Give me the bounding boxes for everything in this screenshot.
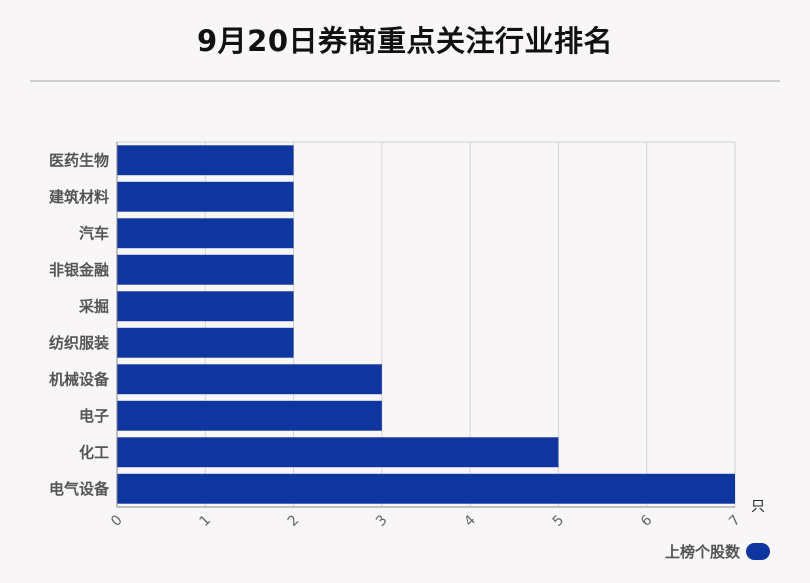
bar <box>117 473 735 504</box>
legend-swatch <box>746 543 770 560</box>
category-label: 电气设备 <box>49 480 110 498</box>
category-label: 汽车 <box>79 224 109 242</box>
bar <box>117 291 294 322</box>
x-tick-label: 7 <box>726 512 744 530</box>
bar <box>117 437 559 468</box>
bar <box>117 400 382 431</box>
category-label: 电子 <box>79 407 109 425</box>
legend-label: 上榜个股数 <box>664 543 740 561</box>
x-tick-label: 6 <box>638 512 656 530</box>
x-tick-label: 4 <box>461 512 479 530</box>
bar <box>117 327 294 358</box>
bar <box>117 254 294 285</box>
title-divider <box>30 80 780 82</box>
category-label: 建筑材料 <box>49 188 109 206</box>
x-tick-label: 1 <box>196 512 214 530</box>
bar <box>117 145 294 176</box>
category-label: 采掘 <box>78 297 109 315</box>
bar <box>117 218 294 249</box>
x-tick-label: 0 <box>108 512 126 530</box>
x-unit-label: 只 <box>751 499 765 515</box>
x-tick-label: 5 <box>550 512 568 530</box>
category-label: 化工 <box>79 443 109 461</box>
category-label: 纺织服装 <box>49 334 110 352</box>
chart-title: 9月20日券商重点关注行业排名 <box>196 24 614 58</box>
category-label: 非银金融 <box>49 261 109 279</box>
legend[interactable]: 上榜个股数 <box>665 541 770 562</box>
bar <box>117 364 382 395</box>
bar <box>117 181 294 212</box>
x-tick-label: 3 <box>373 512 391 530</box>
category-label: 医药生物 <box>49 151 109 169</box>
category-label: 机械设备 <box>49 370 110 388</box>
x-tick-label: 2 <box>285 512 303 530</box>
